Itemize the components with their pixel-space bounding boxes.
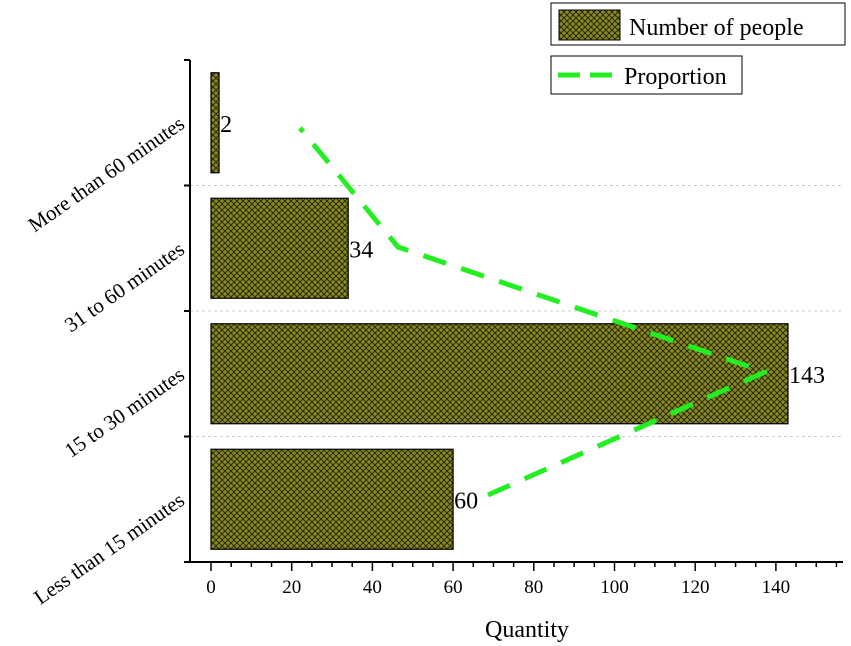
y-tick-label: 31 to 60 minutes (60, 237, 189, 337)
x-axis-title: Quantity (485, 617, 569, 643)
data-label: 34 (349, 237, 373, 263)
bar (210, 72, 220, 174)
legend: Number of people Proportion (550, 2, 846, 95)
x-tick-label: 80 (524, 577, 543, 598)
y-tick-label: 15 to 30 minutes (60, 362, 189, 462)
grid-lines (190, 185, 843, 437)
bar (210, 323, 789, 425)
data-labels: 60 143 34 2 (220, 112, 825, 515)
y-tick-label: Less than 15 minutes (29, 488, 188, 610)
legend-box-proportion (550, 55, 743, 95)
bar (210, 197, 349, 299)
data-label: 2 (220, 112, 232, 138)
data-label: 143 (789, 363, 825, 389)
x-tick-label: 100 (600, 577, 629, 598)
x-tick-label: 40 (363, 577, 382, 598)
x-tick-label: 0 (206, 577, 216, 598)
legend-label-number-of-people: Number of people (629, 15, 804, 41)
data-label: 60 (454, 488, 478, 514)
y-ticks: Less than 15 minutes 15 to 30 minutes 31 t… (24, 59, 190, 610)
legend-swatch-number-of-people (558, 9, 621, 41)
y-tick-label: More than 60 minutes (24, 111, 189, 237)
bars (210, 72, 789, 550)
x-tick-label: 140 (762, 577, 791, 598)
proportion-line (298, 126, 768, 498)
legend-label-proportion: Proportion (624, 64, 727, 90)
x-ticks: 0 20 40 60 80 100 120 140 (206, 562, 838, 598)
x-tick-label: 20 (282, 577, 301, 598)
bar (210, 448, 454, 550)
proportion-line-layer (298, 126, 768, 498)
x-tick-label: 120 (681, 577, 710, 598)
x-tick-label: 60 (444, 577, 463, 598)
